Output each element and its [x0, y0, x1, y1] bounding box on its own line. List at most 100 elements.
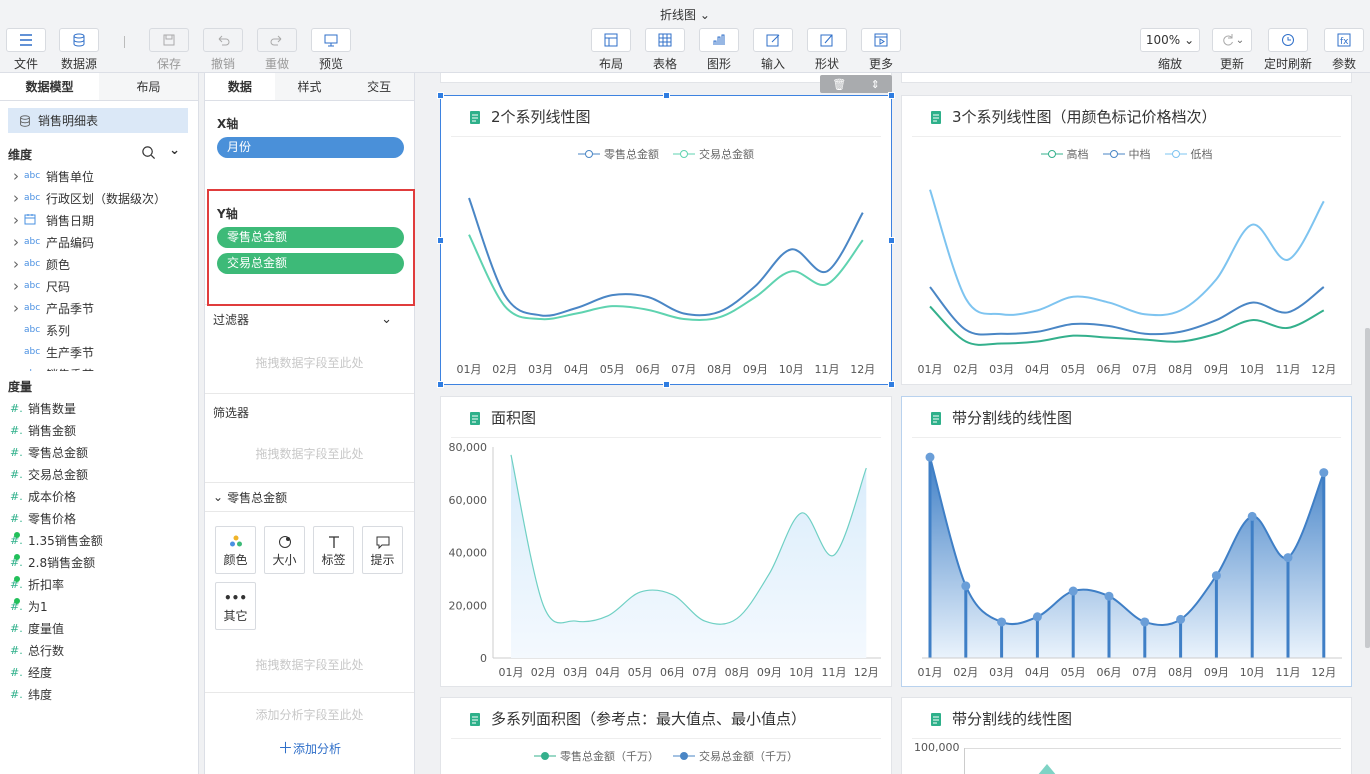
legend-item[interactable]: 零售总金额（千万） — [534, 748, 659, 764]
tab-style[interactable]: 样式 — [274, 73, 345, 100]
trash-icon[interactable]: 🗑 — [832, 77, 847, 91]
chart-card-multi-area[interactable]: 多系列面积图（参考点：最大值点、最小值点） 零售总金额（千万） 交易总金额（千万… — [440, 697, 892, 774]
chart-card-split-line-2[interactable]: 带分割线的线性图 100,000 — [901, 697, 1352, 774]
resize-handle[interactable] — [437, 381, 444, 388]
dimension-item[interactable]: abc 生产季节 — [0, 341, 198, 363]
chart-card-two-series[interactable]: 2个系列线性图 零售总金额 交易总金额 01月 02月 03月 04月 05月 06月 07… — [437, 92, 895, 388]
measure-marks-section[interactable]: ⌄ 零售总金额 — [213, 490, 288, 505]
timed-refresh-button[interactable]: 定时刷新 — [1262, 28, 1314, 72]
redo-button[interactable]: 重做 — [251, 28, 303, 72]
chevron-right-icon[interactable]: › — [13, 211, 19, 229]
y-axis-field[interactable]: 零售总金额 — [217, 227, 404, 248]
measure-item[interactable]: #. 为1 — [0, 595, 198, 617]
legend-item[interactable]: 交易总金额（千万） — [673, 748, 798, 764]
file-button[interactable]: 文件 — [0, 28, 52, 72]
resize-handle[interactable] — [888, 237, 895, 244]
more-button[interactable]: 更多 — [855, 28, 907, 72]
add-analysis-button[interactable]: ＋添加分析 — [277, 739, 342, 757]
graph-button[interactable]: 图形 — [693, 28, 745, 72]
chart-card-area[interactable]: 面积图 80,000 60,000 40,000 20,000 0 01月 02月 03月 04… — [440, 396, 892, 687]
search-icon[interactable] — [141, 145, 156, 163]
resize-handle[interactable] — [663, 381, 670, 388]
resize-handle[interactable] — [663, 92, 670, 99]
chevron-right-icon[interactable]: › — [13, 167, 19, 185]
chart-card-top-right[interactable] — [901, 73, 1352, 83]
legend-item[interactable]: 低档 — [1164, 146, 1213, 162]
shape-button[interactable]: 形状 — [801, 28, 853, 72]
input-button[interactable]: 输入 — [747, 28, 799, 72]
resize-handle[interactable] — [437, 237, 444, 244]
analysis-drop-zone[interactable]: 添加分析字段至此处 — [255, 708, 364, 722]
measure-item[interactable]: #. 经度 — [0, 661, 198, 683]
chevron-right-icon[interactable]: › — [13, 233, 19, 251]
other-button[interactable]: ••• 其它 — [215, 582, 256, 630]
tab-data[interactable]: 数据 — [205, 73, 275, 100]
chevron-right-icon[interactable]: › — [13, 277, 19, 295]
document-title[interactable]: 折线图 ⌄ — [660, 8, 710, 22]
y-axis-field[interactable]: 交易总金额 — [217, 253, 404, 274]
datasource-button[interactable]: 数据源 — [53, 28, 105, 72]
save-button[interactable]: 保存 — [143, 28, 195, 72]
dimension-item[interactable]: › abc 尺码 — [0, 275, 198, 297]
tab-interact[interactable]: 交互 — [344, 73, 415, 100]
measure-item[interactable]: #. 交易总金额 — [0, 463, 198, 485]
chevron-down-icon[interactable]: ⌄ — [1235, 34, 1245, 46]
resize-handle[interactable] — [888, 92, 895, 99]
size-button[interactable]: 大小 — [264, 526, 305, 574]
params-button[interactable]: fx 参数 — [1318, 28, 1370, 72]
measure-item[interactable]: #. 成本价格 — [0, 485, 198, 507]
canvas-scrollbar[interactable] — [1365, 328, 1370, 648]
measure-item[interactable]: #. 零售总金额 — [0, 441, 198, 463]
filter-drop-zone[interactable]: 拖拽数据字段至此处 — [255, 356, 364, 370]
measure-item[interactable]: #. 1.35销售金额 — [0, 529, 198, 551]
tab-data-model[interactable]: 数据模型 — [0, 73, 99, 100]
measure-item[interactable]: #. 零售价格 — [0, 507, 198, 529]
zoom-select[interactable]: 100% ⌄ — [1140, 28, 1200, 52]
chevron-down-icon[interactable]: ⌄ — [381, 311, 392, 327]
chevron-down-icon[interactable]: ⌄ — [169, 143, 180, 158]
chevron-down-icon[interactable]: ⌄ — [699, 8, 710, 22]
dimension-item[interactable]: abc 系列 — [0, 319, 198, 341]
table-selector[interactable]: 销售明细表 — [8, 108, 188, 133]
measure-item[interactable]: #. 2.8销售金额 — [0, 551, 198, 573]
dimension-item[interactable]: › abc 产品编码 — [0, 231, 198, 253]
legend-item[interactable]: 交易总金额 — [673, 146, 754, 162]
chevron-right-icon[interactable]: › — [13, 255, 19, 273]
color-button[interactable]: 颜色 — [215, 526, 256, 574]
x-axis-field[interactable]: 月份 — [217, 137, 404, 158]
dimension-item[interactable]: › abc 行政区划（数据级次） — [0, 187, 198, 209]
resize-handle[interactable] — [437, 92, 444, 99]
measure-item[interactable]: #. 总行数 — [0, 639, 198, 661]
undo-button[interactable]: 撤销 — [197, 28, 249, 72]
measure-item[interactable]: #. 销售金额 — [0, 419, 198, 441]
chevron-right-icon[interactable]: › — [13, 189, 19, 207]
chevron-down-icon[interactable]: ⌄ — [213, 490, 224, 504]
measure-item[interactable]: #. 折扣率 — [0, 573, 198, 595]
measure-item[interactable]: #. 纬度 — [0, 683, 198, 705]
tooltip-button[interactable]: 提示 — [362, 526, 403, 574]
label-button[interactable]: 标签 — [313, 526, 354, 574]
legend-item[interactable]: 零售总金额 — [578, 146, 659, 162]
dimension-item[interactable]: › abc 销售单位 — [0, 165, 198, 187]
swap-icon[interactable]: ⇕ — [870, 77, 880, 91]
tab-layout[interactable]: 布局 — [99, 73, 198, 100]
dimension-item[interactable]: › 销售日期 — [0, 209, 198, 231]
filter-section[interactable]: 过滤器 ⌄ — [213, 311, 392, 327]
dimension-item[interactable]: abc销售季节 — [0, 363, 198, 372]
measure-drop-zone[interactable]: 拖拽数据字段至此处 — [255, 658, 364, 672]
resize-handle[interactable] — [888, 381, 895, 388]
dimension-item[interactable]: › abc 产品季节 — [0, 297, 198, 319]
chevron-right-icon[interactable]: › — [13, 299, 19, 317]
preview-button[interactable]: 预览 — [305, 28, 357, 72]
chart-card-three-series[interactable]: 3个系列线性图（用颜色标记价格档次） 高档 中档 低档 01月 02月 03月 04月… — [901, 95, 1352, 385]
legend-item[interactable]: 高档 — [1040, 146, 1089, 162]
measure-item[interactable]: #. 销售数量 — [0, 397, 198, 419]
selector-drop-zone[interactable]: 拖拽数据字段至此处 — [255, 447, 364, 461]
layout-button[interactable]: 布局 — [585, 28, 637, 72]
measure-item[interactable]: #. 度量值 — [0, 617, 198, 639]
dimension-item[interactable]: › abc 颜色 — [0, 253, 198, 275]
table-button[interactable]: 表格 — [639, 28, 691, 72]
refresh-button[interactable]: ⌄ 更新 — [1206, 28, 1258, 72]
legend-item[interactable]: 中档 — [1102, 146, 1151, 162]
chart-card-split-line[interactable]: 带分割线的线性图 01月 02月 03月 04月 05月 06月 07月 08月 09月 10月 1… — [901, 396, 1352, 687]
